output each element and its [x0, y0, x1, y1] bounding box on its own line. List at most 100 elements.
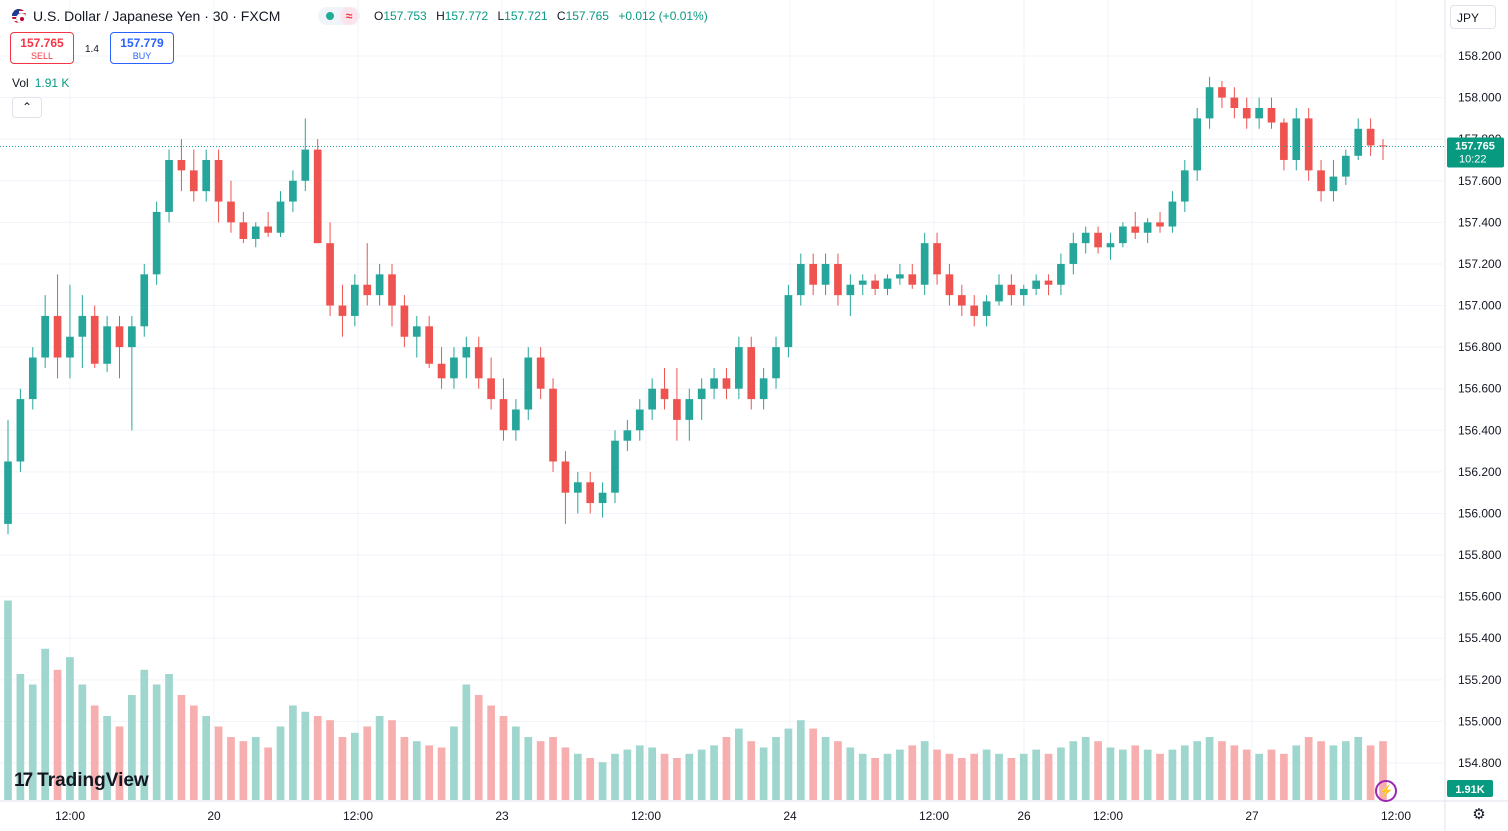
volume-label: Vol	[12, 76, 29, 90]
volume-bar	[276, 726, 285, 800]
candle-body	[1106, 243, 1115, 248]
volume-bar	[982, 749, 991, 800]
volume-bar	[338, 737, 347, 800]
volume-value: 1.91 K	[34, 76, 70, 90]
volume-bar	[1168, 749, 1177, 800]
volume-bar	[598, 762, 607, 800]
candle-body	[920, 243, 929, 285]
candle-body	[128, 326, 136, 348]
volume-bar	[499, 716, 508, 800]
volume-bar	[351, 732, 359, 800]
candle-body	[425, 326, 434, 364]
candle-body	[648, 388, 656, 410]
candle-body	[1267, 107, 1276, 123]
candle-body	[821, 263, 830, 285]
candle-body	[1193, 118, 1202, 171]
volume-bar	[908, 745, 917, 800]
candle-body	[499, 399, 508, 431]
candle-body	[474, 347, 483, 379]
candle-body	[1019, 288, 1028, 296]
candle-body	[227, 201, 235, 223]
volume-bar	[301, 711, 310, 800]
volume-bar	[264, 747, 272, 800]
volume-bar	[66, 657, 74, 800]
volume-bar	[16, 674, 25, 800]
candle-body	[809, 263, 818, 285]
candle-body	[1280, 122, 1288, 160]
y-tick-label: 156.400	[1458, 423, 1502, 437]
gear-icon[interactable]: ⚙	[1472, 806, 1486, 823]
candle-body	[549, 388, 557, 462]
volume-bar	[1019, 753, 1028, 800]
volume-bar	[611, 753, 619, 800]
candle-body	[995, 284, 1003, 302]
candle-body	[635, 409, 644, 431]
volume-bar	[90, 705, 99, 800]
volume-bar	[202, 716, 211, 800]
candle-body	[1143, 222, 1152, 233]
candle-body	[722, 378, 731, 389]
candle-body	[28, 357, 37, 400]
candle-body	[375, 274, 384, 296]
bolt-icon[interactable]: ⚡	[1375, 780, 1397, 802]
candle-body	[289, 180, 297, 202]
candle-body	[1292, 118, 1301, 160]
volume-bar	[1007, 758, 1016, 800]
volume-bar	[623, 749, 632, 800]
volume-bar	[1193, 741, 1202, 800]
candle-body	[970, 305, 979, 316]
volume-bar	[152, 684, 161, 800]
volume-bar	[1379, 741, 1387, 800]
currency-button[interactable]: JPY	[1450, 5, 1496, 29]
market-status[interactable]: ≈	[318, 7, 360, 25]
sell-button[interactable]: 157.765 SELL	[10, 32, 74, 64]
volume-bar	[512, 726, 520, 800]
y-tick-label: 157.000	[1458, 299, 1502, 313]
symbol-title[interactable]: U.S. Dollar / Japanese Yen · 30 · FXCM	[33, 8, 281, 24]
x-tick-label: 12:00	[343, 809, 373, 823]
volume-bar	[115, 726, 124, 800]
volume-bar	[1143, 749, 1152, 800]
candle-body	[1057, 263, 1065, 285]
volume-bar	[450, 726, 458, 800]
candle-body	[412, 326, 421, 337]
ohlc-readout: O157.753 H157.772 L157.721 C157.765 +0.0…	[374, 9, 708, 23]
candle-body	[1168, 201, 1177, 227]
candle-body	[437, 363, 446, 379]
volume-bar	[697, 749, 706, 800]
candle-body	[623, 430, 632, 441]
volume-bar	[425, 745, 434, 800]
candle-body	[301, 149, 310, 181]
tradingview-logo[interactable]: 17 TradingView	[14, 770, 149, 792]
tradingview-logo-icon: 17	[14, 770, 33, 791]
y-tick-label: 157.400	[1458, 215, 1502, 229]
candle-body	[982, 301, 991, 316]
candle-body	[561, 461, 570, 493]
volume-bar	[103, 716, 111, 800]
volume-bar	[858, 753, 867, 800]
y-tick-label: 155.800	[1458, 548, 1502, 562]
y-tick-label: 157.600	[1458, 174, 1502, 188]
volume-bar	[1094, 741, 1102, 800]
volume-bar	[412, 741, 421, 800]
volume-bar	[635, 745, 644, 800]
candle-body	[524, 357, 533, 410]
logo-text: TradingView	[37, 770, 149, 791]
volume-bar	[326, 720, 334, 800]
volume-bar	[1255, 753, 1263, 800]
volume-bar	[1242, 749, 1251, 800]
buy-button[interactable]: 157.779 BUY	[110, 32, 174, 64]
volume-bar	[1304, 737, 1313, 800]
volume-bar	[189, 705, 198, 800]
chevron-up-icon[interactable]: ⌃	[12, 97, 42, 118]
volume-bar	[400, 737, 409, 800]
candle-body	[945, 274, 954, 296]
volume-bar	[648, 747, 656, 800]
x-tick-label: 12:00	[631, 809, 661, 823]
volume-bar	[78, 684, 87, 800]
volume-bar	[1230, 745, 1239, 800]
candle-body	[784, 295, 793, 348]
y-tick-label: 156.200	[1458, 465, 1502, 479]
volume-bar	[1119, 749, 1127, 800]
